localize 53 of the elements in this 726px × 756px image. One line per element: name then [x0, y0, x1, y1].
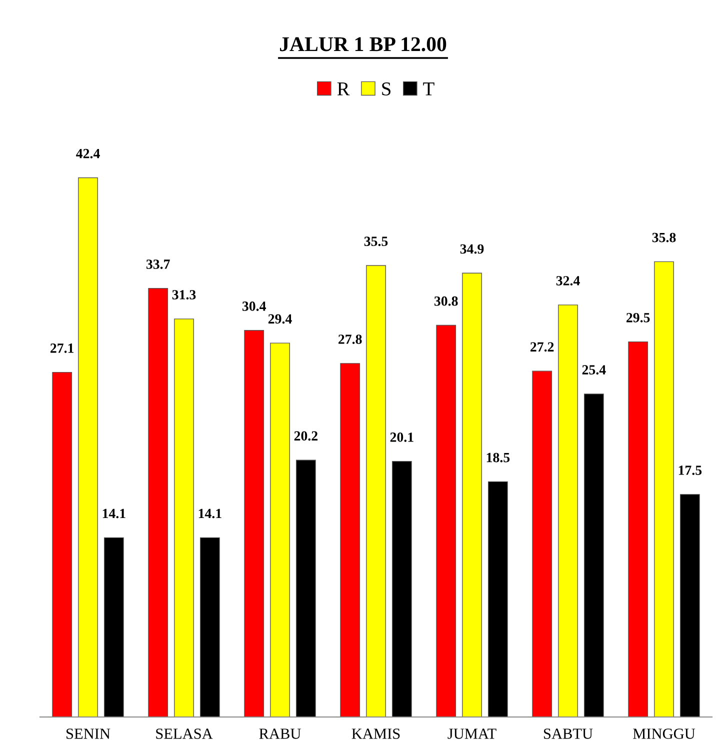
legend-label: T	[423, 82, 434, 96]
bar	[436, 324, 456, 717]
data-label: 20.2	[294, 431, 318, 441]
x-tick-label: SABTU	[544, 728, 593, 739]
data-label: 35.5	[364, 236, 388, 246]
bar	[532, 370, 552, 717]
bar	[584, 394, 604, 717]
data-label: 34.9	[460, 244, 484, 254]
chart-title: JALUR 1 BP 12.00	[280, 37, 446, 52]
bar	[558, 304, 578, 717]
data-label: 31.3	[172, 290, 196, 300]
data-label: 14.1	[102, 508, 126, 518]
bar	[392, 461, 412, 717]
data-label: 32.4	[556, 276, 580, 286]
data-label: 20.1	[390, 432, 414, 442]
x-tick-label: KAMIS	[352, 728, 400, 739]
data-label: 25.4	[582, 365, 606, 375]
bar	[148, 288, 168, 717]
data-label: 18.5	[486, 452, 510, 462]
bar	[366, 265, 386, 717]
bar	[654, 261, 674, 717]
bar	[78, 177, 98, 717]
bar	[200, 537, 220, 717]
data-label: 35.8	[652, 232, 676, 242]
bar	[340, 363, 360, 717]
data-label: 29.5	[626, 312, 650, 322]
data-label: 27.8	[338, 334, 362, 344]
data-label: 17.5	[678, 466, 702, 476]
bar	[174, 318, 194, 717]
x-tick-label: SELASA	[156, 728, 213, 739]
data-label: 27.2	[530, 342, 554, 352]
data-label: 14.1	[198, 508, 222, 518]
data-label: 42.4	[76, 148, 100, 158]
data-label: 30.8	[434, 296, 458, 306]
bar	[52, 372, 72, 717]
bar	[462, 272, 482, 717]
legend-label: S	[382, 82, 390, 96]
x-tick-label: RABU	[259, 728, 301, 739]
x-tick-label: SENIN	[66, 728, 110, 739]
data-label: 30.4	[242, 302, 266, 311]
bar	[296, 460, 316, 717]
bar	[270, 342, 290, 717]
bar	[244, 330, 264, 717]
legend-label: R	[337, 82, 350, 96]
data-label: 33.7	[146, 260, 170, 269]
bar	[628, 341, 648, 717]
bar	[680, 494, 700, 717]
x-tick-label: JUMAT	[448, 728, 496, 739]
data-label: 29.4	[268, 314, 292, 324]
bar	[104, 537, 124, 717]
bar	[488, 481, 508, 717]
data-label: 27.1	[50, 344, 74, 353]
x-tick-label: MINGGU	[633, 728, 696, 739]
